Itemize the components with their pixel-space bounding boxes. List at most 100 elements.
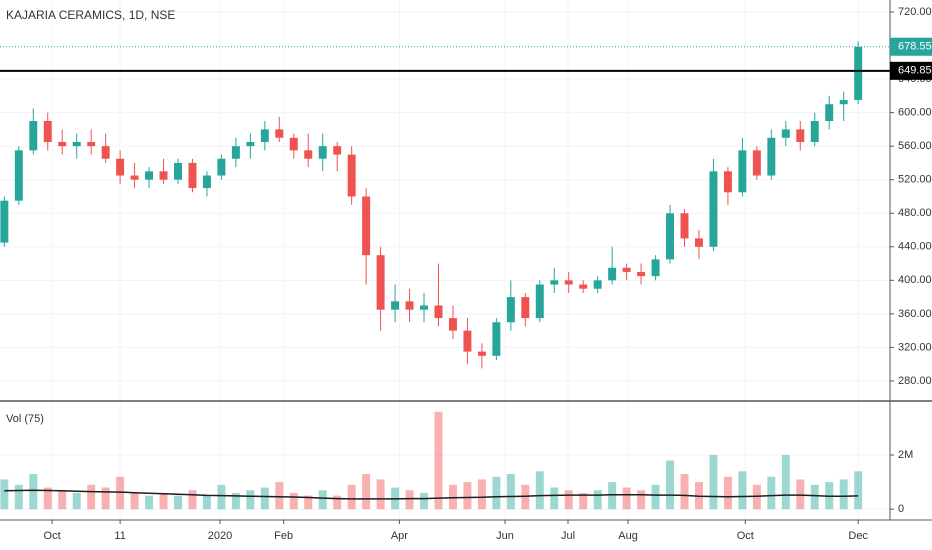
candle-body	[101, 146, 110, 159]
x-tick-label: Oct	[737, 530, 754, 542]
candle-body	[781, 129, 790, 138]
volume-bar	[854, 471, 863, 510]
candle-body	[550, 280, 559, 285]
volume-bar	[58, 490, 67, 510]
volume-title: Vol (75)	[6, 413, 44, 425]
volume-bar	[130, 492, 139, 510]
candle-body	[434, 305, 443, 319]
volume-bar	[405, 490, 414, 510]
volume-bar	[579, 492, 588, 510]
volume-bar	[738, 471, 747, 510]
x-tick-label: 11	[114, 530, 125, 542]
y-tick-label: 440.00	[898, 241, 932, 253]
x-tick-label: Feb	[274, 530, 293, 542]
candle-body	[405, 301, 414, 310]
volume-bar	[839, 479, 848, 510]
volume-bar	[506, 473, 515, 510]
candle-body	[217, 158, 226, 176]
candle-body	[29, 121, 38, 151]
hline-label: 649.85	[898, 65, 932, 77]
volume-bar	[781, 455, 790, 510]
volume-bar	[796, 479, 805, 510]
y-tick-label: 520.00	[898, 174, 932, 186]
y2-tick-label: 2M	[898, 449, 913, 461]
volume-bar	[723, 476, 732, 510]
volume-bar	[275, 482, 284, 510]
candle-body	[666, 213, 675, 260]
last-price-tag	[890, 37, 932, 56]
candle-body	[622, 267, 631, 272]
candle-body	[391, 301, 400, 310]
volume-bar	[289, 492, 298, 510]
candle-body	[145, 171, 154, 180]
candle-body	[116, 158, 125, 176]
volume-bar	[0, 479, 9, 510]
y-tick-label: 480.00	[898, 207, 932, 219]
y-tick-label: 560.00	[898, 140, 932, 152]
volume-bar	[145, 495, 154, 510]
volume-bar	[680, 473, 689, 510]
volume-bar	[376, 479, 385, 510]
y-tick-label: 320.00	[898, 341, 932, 353]
candle-body	[752, 150, 761, 176]
volume-bar	[651, 484, 660, 510]
candle-body	[477, 351, 486, 356]
candle-body	[564, 280, 573, 285]
candle-body	[174, 162, 182, 180]
volume-bar	[14, 484, 23, 510]
x-tick-label: Apr	[391, 530, 408, 542]
candle-body	[608, 267, 617, 281]
candle-body	[231, 146, 240, 159]
y-tick-label: 600.00	[898, 107, 932, 119]
volume-bar	[420, 492, 428, 510]
candle-body	[159, 171, 168, 180]
candle-body	[825, 104, 834, 122]
candle-body	[651, 259, 660, 277]
candle-body	[347, 154, 356, 197]
volume-bar	[116, 476, 125, 510]
volume-bar	[492, 476, 501, 510]
candle-body	[362, 196, 371, 256]
x-tick-label: Jun	[496, 530, 514, 542]
chart-title: KAJARIA CERAMICS, 1D, NSE	[6, 8, 175, 22]
volume-bar	[593, 490, 602, 510]
x-tick-label: Dec	[848, 530, 868, 542]
candle-body	[810, 121, 819, 142]
volume-bar	[202, 495, 211, 510]
candle-body	[58, 141, 67, 147]
candle-body	[246, 141, 255, 147]
candle-body	[796, 129, 805, 142]
candle-body	[492, 322, 501, 356]
x-tick-label: 2020	[208, 530, 232, 542]
y-tick-label: 400.00	[898, 274, 932, 286]
volume-bar	[810, 484, 819, 510]
candle-body	[0, 200, 9, 243]
candle-body	[318, 146, 327, 159]
volume-bar	[246, 490, 255, 510]
candle-body	[275, 129, 284, 138]
candle-body	[738, 150, 747, 193]
candle-body	[72, 141, 81, 147]
candle-body	[839, 100, 848, 105]
volume-bar	[29, 473, 38, 510]
volume-bar	[463, 482, 472, 510]
volume-bar	[448, 484, 457, 510]
candle-body	[506, 297, 515, 323]
candle-body	[289, 137, 298, 151]
volume-bar	[43, 487, 52, 510]
volume-bar	[333, 495, 342, 510]
candle-body	[854, 46, 863, 101]
volume-bar	[347, 484, 356, 510]
volume-bar	[87, 484, 96, 510]
volume-bar	[188, 490, 197, 510]
x-tick-label: Aug	[618, 530, 638, 542]
volume-bar	[521, 484, 530, 510]
candle-body	[420, 305, 428, 310]
candle-body	[14, 150, 23, 201]
candle-body	[448, 318, 457, 331]
candle-body	[709, 171, 718, 247]
volume-bar	[101, 487, 110, 510]
candle-body	[680, 213, 689, 239]
candle-body	[593, 280, 602, 289]
